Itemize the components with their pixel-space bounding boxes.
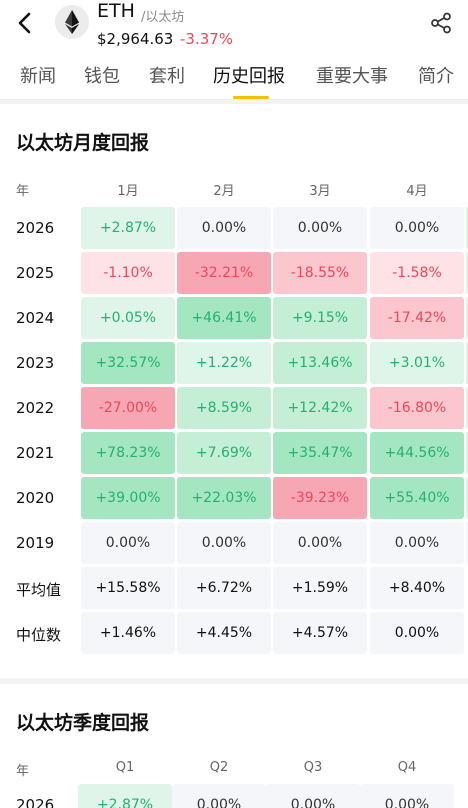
row-year-label: 2026 — [16, 796, 55, 808]
column-header: Q4 — [397, 760, 417, 775]
return-cell: +2.87% — [78, 784, 172, 808]
coin-price: $2,964.63 — [97, 30, 174, 48]
return-cell: +78.23% — [81, 432, 175, 474]
share-icon[interactable] — [430, 12, 452, 34]
return-cell: +55.40% — [370, 477, 464, 519]
quarterly-returns-card: 以太坊季度回报 年 Q1 Q2 Q3 Q4 2026 +2.87% 0.00% 0.0… — [0, 684, 468, 808]
return-cell: +1.46% — [81, 612, 175, 654]
return-cell: +35.47% — [273, 432, 367, 474]
return-cell: 0.00% — [360, 784, 454, 808]
return-cell: +8.59% — [177, 387, 271, 429]
tab-news[interactable]: 新闻 — [20, 66, 56, 87]
return-cell: 0.00% — [273, 207, 367, 249]
return-cell: 0.00% — [81, 522, 175, 564]
coin-subtitle: /以太坊 — [141, 10, 185, 25]
tab-major-events[interactable]: 重要大事 — [316, 66, 388, 87]
year-header: 年 — [16, 184, 30, 199]
return-cell: +4.45% — [177, 612, 271, 654]
return-cell: -1.10% — [81, 252, 175, 294]
column-header: Q2 — [209, 760, 229, 775]
column-header: 4月 — [406, 184, 428, 199]
return-cell: +0.05% — [81, 297, 175, 339]
row-summary-label: 平均值 — [16, 581, 62, 599]
return-cell: +15.58% — [81, 567, 175, 609]
return-cell: 0.00% — [370, 207, 464, 249]
return-cell: -1.58% — [370, 252, 464, 294]
column-header: 1月 — [117, 184, 139, 199]
row-summary-label: 中位数 — [16, 626, 62, 644]
ethereum-icon — [55, 5, 89, 39]
next-column-cell-edge — [466, 252, 468, 294]
year-header: 年 — [16, 764, 30, 779]
return-cell: -17.42% — [370, 297, 464, 339]
return-cell: -32.21% — [177, 252, 271, 294]
return-cell: +3.01% — [370, 342, 464, 384]
row-year-label: 2020 — [16, 489, 55, 507]
return-cell: 0.00% — [370, 522, 464, 564]
monthly-returns-card: 以太坊月度回报 年 1月 2月 3月 4月 2026 +2.87% 0.00% 0.0… — [0, 104, 468, 678]
coin-name: ETH — [97, 0, 135, 22]
monthly-returns-title: 以太坊月度回报 — [16, 132, 150, 154]
return-cell: +12.42% — [273, 387, 367, 429]
return-cell: +13.46% — [273, 342, 367, 384]
price-change: -3.37% — [180, 30, 234, 48]
next-column-cell-edge — [466, 432, 468, 474]
return-cell: 0.00% — [266, 784, 360, 808]
next-column-cell-edge — [466, 207, 468, 249]
row-year-label: 2022 — [16, 399, 55, 417]
return-cell: +1.59% — [273, 567, 367, 609]
return-cell: +44.56% — [370, 432, 464, 474]
app-header: ETH /以太坊 $2,964.63 -3.37% — [0, 0, 468, 56]
column-header: 2月 — [213, 184, 235, 199]
row-year-label: 2024 — [16, 309, 55, 327]
return-cell: +6.72% — [177, 567, 271, 609]
return-cell: +39.00% — [81, 477, 175, 519]
next-column-cell-edge — [466, 477, 468, 519]
return-cell: +32.57% — [81, 342, 175, 384]
row-year-label: 2025 — [16, 264, 55, 282]
active-tab-indicator — [233, 96, 269, 99]
return-cell: +8.40% — [370, 567, 464, 609]
return-cell: 0.00% — [172, 784, 266, 808]
return-cell: +22.03% — [177, 477, 271, 519]
return-cell: 0.00% — [177, 207, 271, 249]
column-header: Q1 — [115, 760, 135, 775]
return-cell: +46.41% — [177, 297, 271, 339]
tab-bar: 新闻 钱包 套利 历史回报 重要大事 简介 — [0, 56, 468, 100]
row-year-label: 2021 — [16, 444, 55, 462]
tab-intro[interactable]: 简介 — [418, 66, 454, 87]
quarterly-returns-title: 以太坊季度回报 — [16, 712, 150, 734]
return-cell: 0.00% — [370, 612, 464, 654]
chevron-left-icon[interactable] — [14, 10, 36, 36]
row-year-label: 2023 — [16, 354, 55, 372]
next-column-cell-edge — [466, 387, 468, 429]
return-cell: 0.00% — [273, 522, 367, 564]
return-cell: +9.15% — [273, 297, 367, 339]
row-year-label: 2019 — [16, 534, 55, 552]
tab-arbitrage[interactable]: 套利 — [149, 66, 185, 87]
return-cell: 0.00% — [177, 522, 271, 564]
next-column-cell-edge — [466, 522, 468, 564]
column-header: 3月 — [309, 184, 331, 199]
row-year-label: 2026 — [16, 219, 55, 237]
tab-wallet[interactable]: 钱包 — [84, 66, 120, 87]
tab-historical-returns[interactable]: 历史回报 — [213, 66, 285, 87]
return-cell: -18.55% — [273, 252, 367, 294]
next-column-cell-edge — [466, 342, 468, 384]
return-cell: +1.22% — [177, 342, 271, 384]
return-cell: +4.57% — [273, 612, 367, 654]
column-header: Q3 — [303, 760, 323, 775]
return-cell: -39.23% — [273, 477, 367, 519]
return-cell: +2.87% — [81, 207, 175, 249]
return-cell: +7.69% — [177, 432, 271, 474]
return-cell: -16.80% — [370, 387, 464, 429]
next-column-cell-edge — [466, 297, 468, 339]
return-cell: -27.00% — [81, 387, 175, 429]
